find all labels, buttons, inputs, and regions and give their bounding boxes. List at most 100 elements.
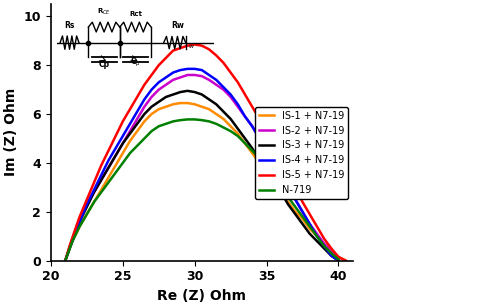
IS-4 + N7-19 [105,159,111,162]
IS-5 + N7-19 [142,83,147,87]
N-719 [307,224,313,228]
IS-2 + N7-19 [113,154,119,157]
IS-3 + N7-19 [256,159,262,162]
N-719 [220,126,226,129]
IS-4 + N7-19 [307,222,313,226]
N-719 [314,234,320,238]
IS-5 + N7-19 [148,73,154,77]
IS-2 + N7-19 [264,149,270,153]
Legend: IS-1 + N7-19, IS-2 + N7-19, IS-3 + N7-19, IS-4 + N7-19, IS-5 + N7-19, N-719: IS-1 + N7-19, IS-2 + N7-19, IS-3 + N7-19… [255,107,348,199]
IS-2 + N7-19 [321,242,327,245]
N-719 [271,176,277,179]
IS-2 + N7-19 [314,232,320,235]
IS-5 + N7-19 [163,56,169,60]
Line: IS-4 + N7-19: IS-4 + N7-19 [65,69,339,261]
N-719 [113,171,119,174]
IS-3 + N7-19 [199,93,205,96]
IS-4 + N7-19 [314,234,320,238]
N-719 [156,124,162,128]
IS-3 + N7-19 [148,105,154,109]
IS-1 + N7-19 [113,164,119,167]
IS-3 + N7-19 [62,259,68,262]
IS-2 + N7-19 [293,198,298,201]
IS-4 + N7-19 [220,85,226,89]
IS-3 + N7-19 [177,90,183,94]
IS-4 + N7-19 [242,115,248,118]
IS-2 + N7-19 [242,115,248,118]
IS-2 + N7-19 [105,166,111,169]
IS-2 + N7-19 [220,88,226,91]
IS-3 + N7-19 [77,220,83,223]
IS-3 + N7-19 [134,122,140,126]
IS-5 + N7-19 [120,119,126,123]
IS-1 + N7-19 [62,259,68,262]
Line: IS-3 + N7-19: IS-3 + N7-19 [65,91,339,261]
IS-3 + N7-19 [156,100,162,104]
IS-3 + N7-19 [113,154,119,157]
Line: IS-2 + N7-19: IS-2 + N7-19 [65,75,339,261]
IS-3 + N7-19 [98,178,104,182]
IS-1 + N7-19 [148,112,154,116]
IS-4 + N7-19 [170,71,176,74]
N-719 [62,259,68,262]
IS-5 + N7-19 [328,247,334,250]
IS-2 + N7-19 [328,250,334,254]
Line: N-719: N-719 [65,119,339,261]
IS-1 + N7-19 [156,107,162,111]
N-719 [199,118,205,122]
IS-1 + N7-19 [177,101,183,105]
IS-4 + N7-19 [328,254,334,258]
IS-1 + N7-19 [314,234,320,238]
IS-3 + N7-19 [127,132,133,135]
IS-5 + N7-19 [293,185,298,189]
IS-2 + N7-19 [142,105,147,109]
IS-4 + N7-19 [98,173,104,177]
IS-4 + N7-19 [264,149,270,153]
IS-3 + N7-19 [185,89,191,93]
IS-2 + N7-19 [185,73,191,77]
IS-5 + N7-19 [278,159,284,162]
IS-4 + N7-19 [293,198,298,201]
N-719 [185,118,191,121]
IS-5 + N7-19 [242,93,248,96]
IS-2 + N7-19 [228,95,234,99]
IS-4 + N7-19 [127,122,133,126]
IS-1 + N7-19 [328,249,334,253]
IS-2 + N7-19 [206,78,212,82]
Y-axis label: Im (Z) Ohm: Im (Z) Ohm [4,88,18,177]
IS-5 + N7-19 [98,164,104,167]
IS-5 + N7-19 [77,215,83,219]
IS-5 + N7-19 [105,149,111,153]
IS-1 + N7-19 [70,239,75,243]
IS-5 + N7-19 [73,227,78,231]
N-719 [213,122,219,126]
IS-3 + N7-19 [321,247,327,250]
IS-1 + N7-19 [256,161,262,165]
IS-2 + N7-19 [134,117,140,121]
IS-4 + N7-19 [62,259,68,262]
IS-1 + N7-19 [249,151,255,155]
IS-5 + N7-19 [177,46,183,50]
IS-3 + N7-19 [249,146,255,150]
N-719 [278,185,284,189]
IS-4 + N7-19 [206,73,212,77]
IS-5 + N7-19 [199,44,205,48]
IS-2 + N7-19 [271,161,277,165]
IS-2 + N7-19 [256,137,262,140]
IS-2 + N7-19 [213,83,219,87]
IS-1 + N7-19 [285,200,291,204]
IS-4 + N7-19 [336,259,342,262]
IS-1 + N7-19 [293,210,298,214]
N-719 [235,134,241,138]
IS-5 + N7-19 [170,49,176,52]
IS-5 + N7-19 [271,144,277,148]
IS-1 + N7-19 [91,200,97,204]
IS-4 + N7-19 [185,67,191,71]
IS-4 + N7-19 [142,98,147,101]
IS-2 + N7-19 [285,185,291,189]
IS-3 + N7-19 [84,205,90,209]
IS-3 + N7-19 [213,103,219,106]
IS-2 + N7-19 [70,237,75,240]
IS-5 + N7-19 [321,237,327,240]
N-719 [91,200,97,204]
